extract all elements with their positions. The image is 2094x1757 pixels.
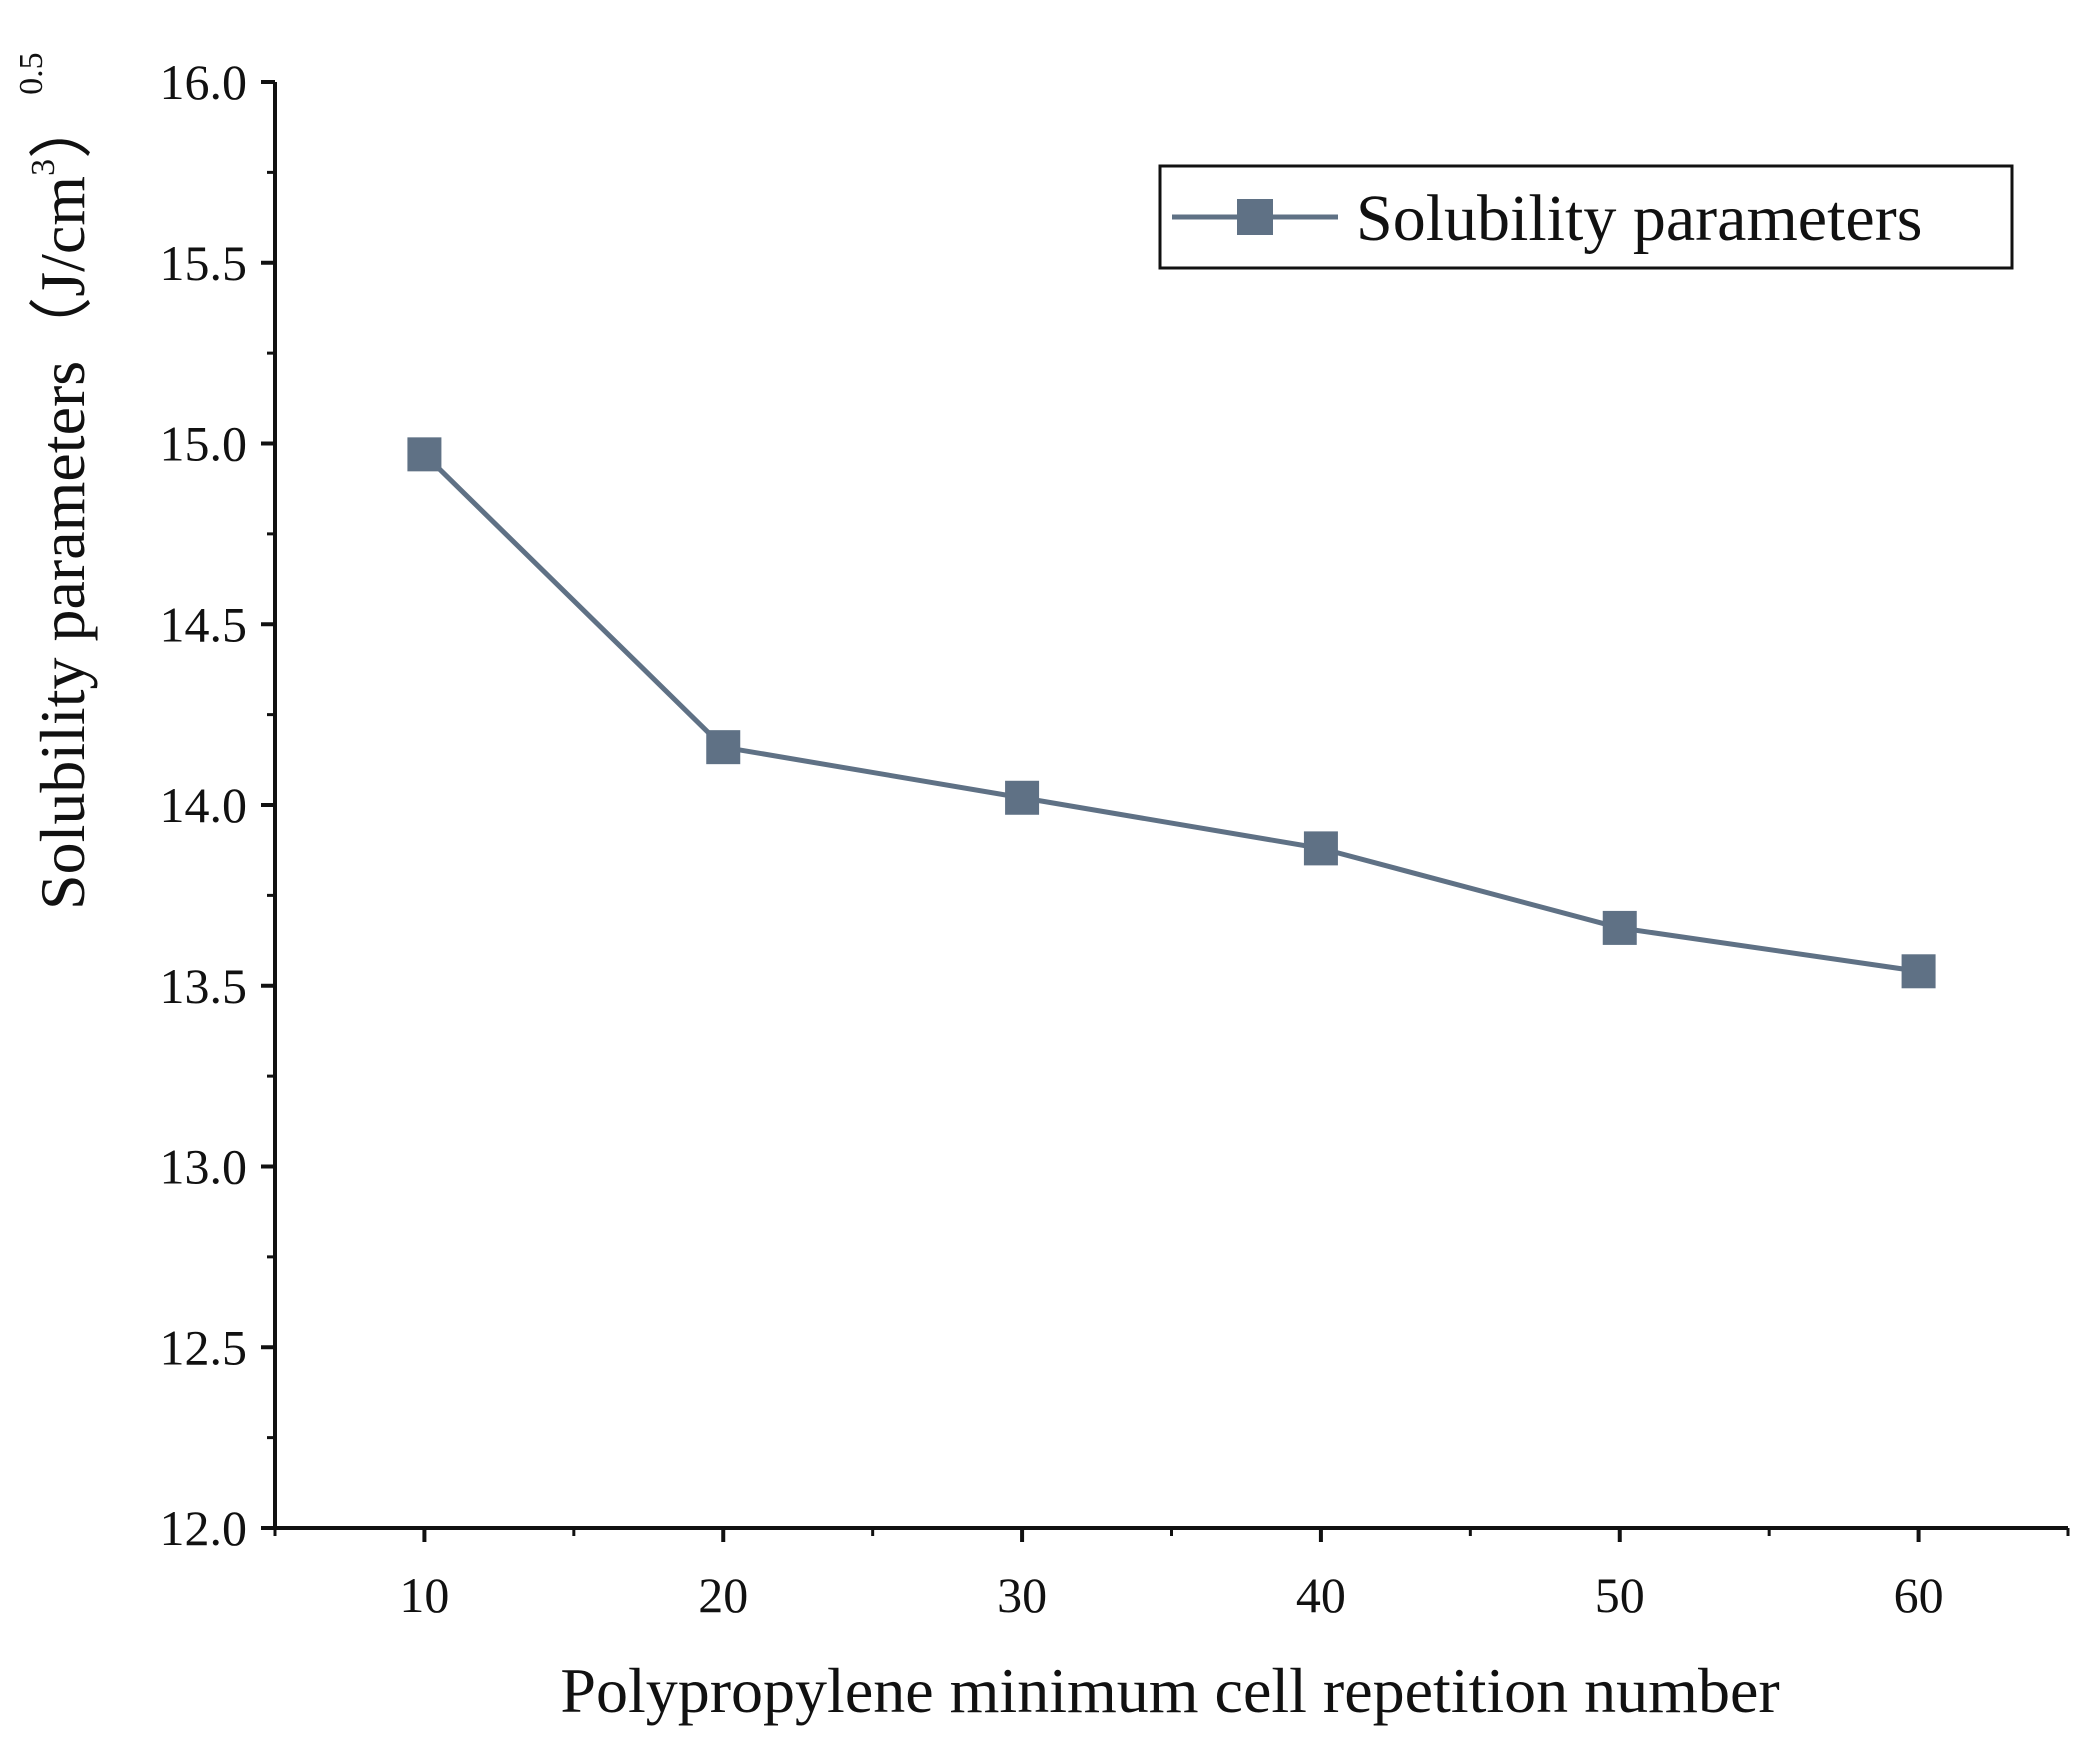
y-tick-label: 13.5: [160, 958, 248, 1014]
y-axis-title-cube: 3: [25, 159, 62, 176]
y-tick-label: 16.0: [160, 54, 248, 110]
x-tick-label: 50: [1595, 1567, 1645, 1623]
y-tick-label: 14.5: [160, 596, 248, 652]
data-point-marker: [706, 730, 741, 765]
y-tick-label: 15.5: [160, 235, 248, 291]
x-tick-label: 40: [1296, 1567, 1346, 1623]
y-axis-title-exponent: 0.5: [13, 52, 50, 95]
y-tick-label: 12.5: [160, 1319, 248, 1375]
data-point-marker: [1303, 831, 1338, 866]
y-axis-title-close: ）: [27, 95, 98, 159]
series-line: [422, 452, 1919, 974]
y-axis-title: Solubility parameters（J/cm3）0.5: [13, 52, 98, 910]
axes: [273, 82, 2068, 1530]
y-tick-label: 12.0: [160, 1500, 248, 1556]
x-tick-label: 30: [997, 1567, 1047, 1623]
data-point-marker: [1602, 910, 1637, 945]
y-tick-label: 15.0: [160, 416, 248, 472]
legend-label: Solubility parameters: [1356, 182, 1922, 255]
x-ticks: 10 20 30 40 50 60: [273, 1528, 2070, 1623]
data-point-marker: [1901, 954, 1936, 989]
legend: Solubility parameters: [1158, 164, 2014, 270]
legend-marker-square: [1237, 199, 1273, 235]
x-tick-label: 60: [1894, 1567, 1944, 1623]
x-tick-label: 20: [698, 1567, 748, 1623]
x-tick-label: 10: [399, 1567, 449, 1623]
data-point-marker: [1005, 780, 1040, 815]
y-axis-title-main: Solubility parameters（J/cm: [27, 176, 98, 910]
y-tick-label: 14.0: [160, 777, 248, 833]
y-tick-label: 13.0: [160, 1139, 248, 1195]
data-point-marker: [407, 437, 442, 472]
x-axis-title: Polypropylene minimum cell repetition nu…: [560, 1655, 1779, 1726]
y-ticks: 12.0 12.5 13.0 13.5 14.0 14.5 15.0 15.5 16.0: [160, 54, 275, 1556]
series-layer: [407, 437, 1936, 989]
